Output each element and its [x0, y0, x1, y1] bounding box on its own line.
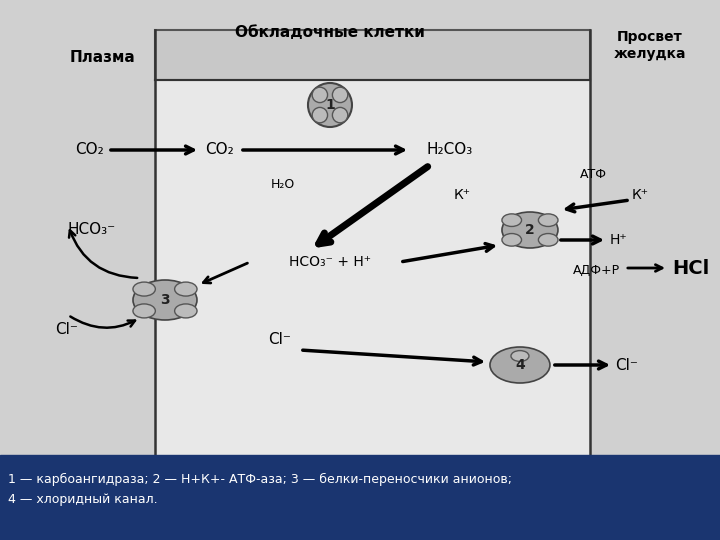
Text: H₂O: H₂O — [271, 179, 295, 192]
Ellipse shape — [175, 282, 197, 296]
Circle shape — [308, 83, 352, 127]
Ellipse shape — [133, 280, 197, 320]
Text: Cl⁻: Cl⁻ — [615, 357, 638, 373]
Circle shape — [333, 87, 348, 103]
Text: АТФ: АТФ — [580, 168, 607, 181]
Text: 4: 4 — [515, 358, 525, 372]
Text: HCO₃⁻ + H⁺: HCO₃⁻ + H⁺ — [289, 255, 371, 269]
Ellipse shape — [133, 282, 156, 296]
Text: Обкладочные клетки: Обкладочные клетки — [235, 25, 425, 40]
Ellipse shape — [539, 233, 558, 246]
Circle shape — [333, 107, 348, 123]
Bar — [155, 30, 590, 80]
Bar — [155, 80, 590, 460]
Bar — [0, 455, 720, 540]
Text: К⁺: К⁺ — [454, 188, 470, 202]
Text: К⁺: К⁺ — [632, 188, 649, 202]
Text: Cl⁻: Cl⁻ — [55, 322, 78, 338]
Ellipse shape — [502, 212, 558, 248]
Bar — [155, 30, 590, 80]
Ellipse shape — [133, 304, 156, 318]
Ellipse shape — [502, 233, 521, 246]
Text: Cl⁻: Cl⁻ — [269, 333, 292, 348]
Circle shape — [312, 87, 328, 103]
Text: CO₂: CO₂ — [75, 143, 104, 158]
Text: 1 — карбоангидраза; 2 — Н+К+- АТФ-аза; 3 — белки-переносчики анионов;
4 — хлорид: 1 — карбоангидраза; 2 — Н+К+- АТФ-аза; 3… — [8, 473, 512, 506]
Bar — [155, 460, 590, 510]
Text: HCl: HCl — [672, 259, 709, 278]
Text: 3: 3 — [160, 293, 170, 307]
Text: 1: 1 — [325, 98, 335, 112]
Ellipse shape — [490, 347, 550, 383]
Text: H⁺: H⁺ — [610, 233, 628, 247]
Bar — [155, 460, 590, 510]
Text: CO₂: CO₂ — [206, 143, 234, 158]
Ellipse shape — [511, 350, 529, 361]
Ellipse shape — [539, 214, 558, 226]
Ellipse shape — [175, 304, 197, 318]
Text: HCO₃⁻: HCO₃⁻ — [68, 222, 116, 238]
Text: 2: 2 — [525, 223, 535, 237]
Text: H₂CO₃: H₂CO₃ — [427, 143, 473, 158]
Ellipse shape — [502, 214, 521, 226]
Circle shape — [312, 107, 328, 123]
Text: Плазма: Плазма — [70, 50, 136, 65]
Text: Просвет
желудка: Просвет желудка — [613, 30, 686, 62]
Text: АДФ+Р: АДФ+Р — [573, 264, 620, 276]
